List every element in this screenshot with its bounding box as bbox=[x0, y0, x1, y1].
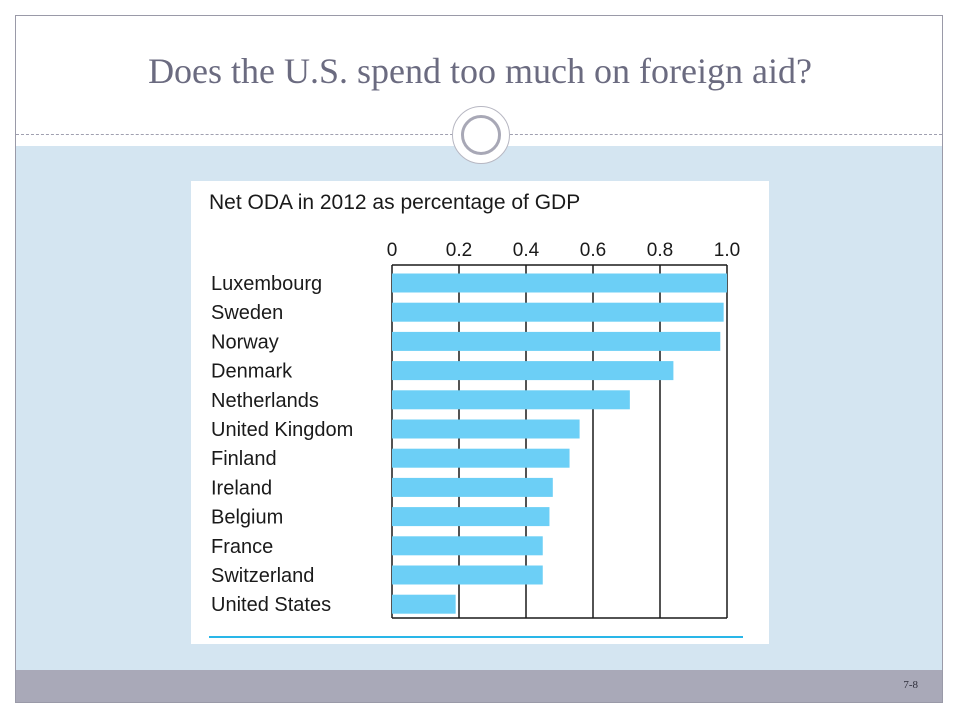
x-tick-label: 0 bbox=[387, 240, 398, 261]
decorative-ring-inner bbox=[461, 115, 501, 155]
x-tick-label: 0.8 bbox=[647, 240, 673, 261]
category-label: Switzerland bbox=[211, 565, 314, 587]
chart-title: Net ODA in 2012 as percentage of GDP bbox=[209, 191, 581, 214]
x-tick-label: 0.6 bbox=[580, 240, 606, 261]
category-label: Belgium bbox=[211, 507, 283, 529]
category-label: Norway bbox=[211, 331, 279, 353]
bar bbox=[392, 361, 674, 381]
x-tick-label: 0.4 bbox=[513, 240, 540, 261]
slide-number: 7-8 bbox=[903, 679, 918, 691]
bar bbox=[392, 448, 570, 468]
category-label: Netherlands bbox=[211, 390, 319, 412]
footer-bar: 7-8 bbox=[16, 670, 942, 702]
category-label: Sweden bbox=[211, 302, 283, 324]
bar-chart: 0 0.2 0.4 0.6 0.8 1.0 Luxembourg Sweden Norway De… bbox=[209, 240, 743, 638]
chart-card: Net ODA in 2012 as percentage of GDP 0 0.… bbox=[191, 181, 769, 644]
decorative-ring-icon bbox=[452, 106, 510, 164]
bar bbox=[392, 419, 580, 439]
bar bbox=[392, 302, 724, 322]
x-tick-label: 1.0 bbox=[714, 240, 740, 261]
category-label: United Kingdom bbox=[211, 419, 353, 441]
bar bbox=[392, 390, 630, 410]
category-label: Luxembourg bbox=[211, 273, 322, 295]
category-label: France bbox=[211, 536, 273, 558]
category-label: Denmark bbox=[211, 361, 293, 383]
bar bbox=[392, 477, 553, 497]
category-label: United States bbox=[211, 594, 331, 616]
x-tick-label: 0.2 bbox=[446, 240, 472, 261]
slide-title: Does the U.S. spend too much on foreign … bbox=[148, 51, 812, 91]
bar bbox=[392, 565, 543, 585]
category-label: Finland bbox=[211, 448, 277, 470]
bar bbox=[392, 507, 550, 527]
category-label: Ireland bbox=[211, 477, 272, 499]
bar bbox=[392, 273, 727, 293]
bar bbox=[392, 594, 456, 614]
bar bbox=[392, 331, 721, 351]
bar bbox=[392, 536, 543, 556]
